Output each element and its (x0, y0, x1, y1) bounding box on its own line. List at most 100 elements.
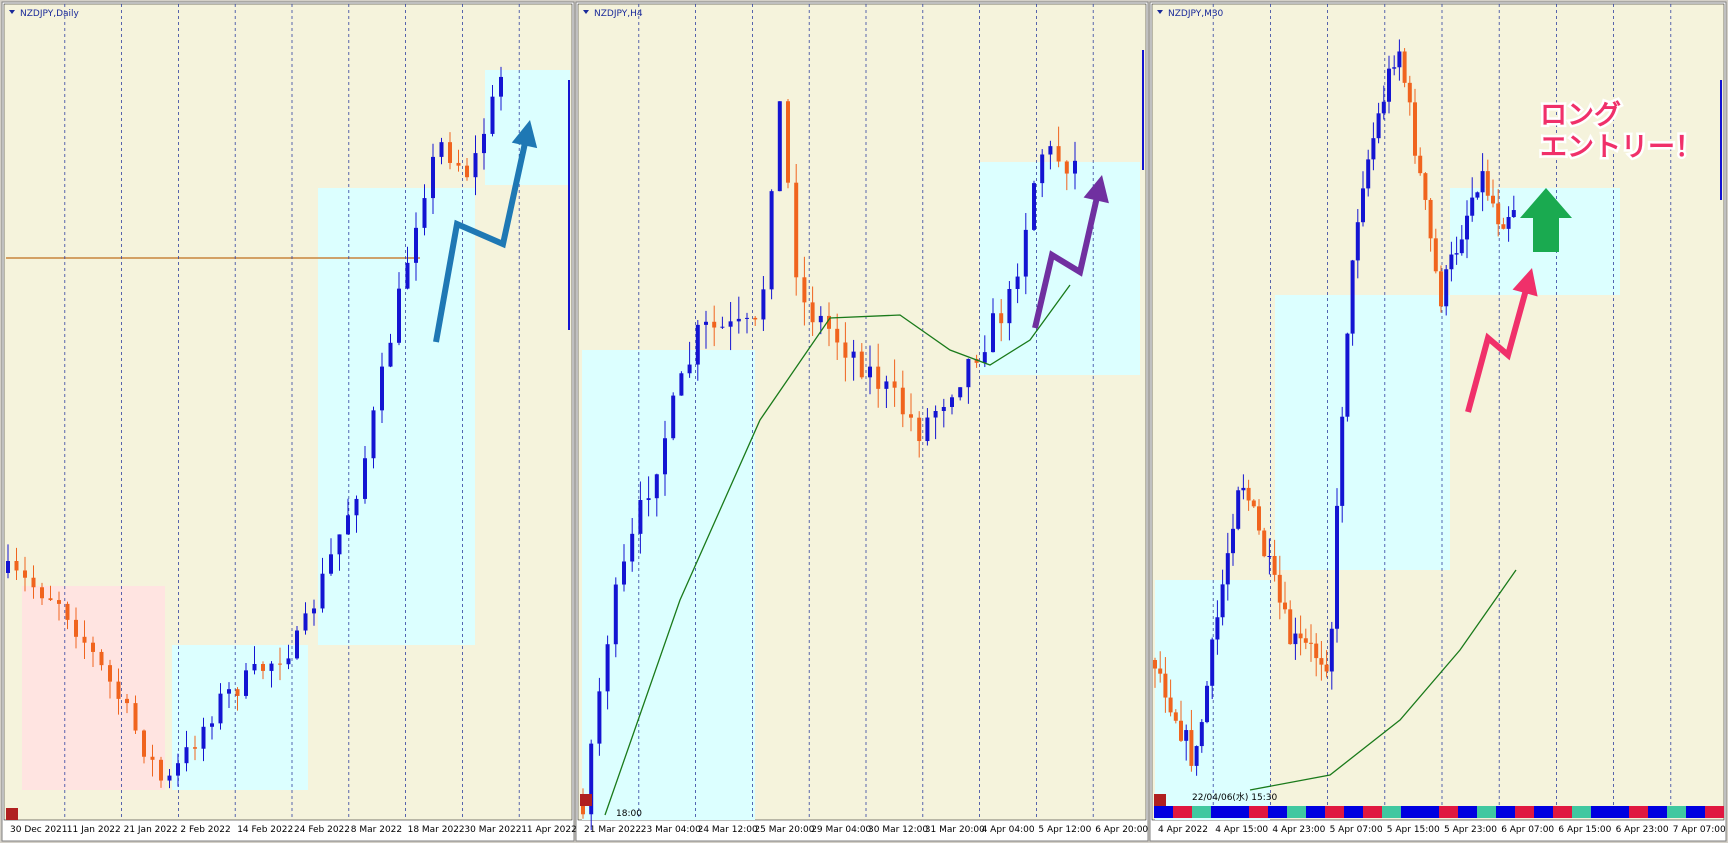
candle-body (235, 689, 240, 696)
candle-body (1288, 609, 1293, 645)
moving-average (604, 284, 1071, 816)
session-bar (1344, 806, 1363, 818)
time-label: 21 Mar 2022 (584, 825, 641, 835)
candle-body (1241, 487, 1246, 491)
candle-body (1303, 638, 1308, 643)
candle-body (933, 411, 938, 418)
time-label: 24 Feb 2022 (294, 825, 350, 835)
candle-body (499, 76, 503, 97)
candle-body (1402, 51, 1407, 83)
candle-body (736, 318, 741, 322)
time-label: 6 Apr 15:00 (1558, 825, 1611, 835)
candle-body (1298, 633, 1303, 639)
candle-body (1387, 68, 1391, 102)
candle-body (1210, 639, 1215, 686)
session-bar (1363, 806, 1382, 818)
candle-body (125, 698, 129, 704)
candle-body (687, 364, 692, 374)
annotation: エントリー！ (1540, 132, 1702, 163)
time-label: 14 Feb 2022 (237, 825, 293, 835)
candle-body (371, 410, 376, 459)
candle-body (1194, 746, 1199, 766)
arrow-head (1083, 175, 1109, 204)
time-label: 5 Apr 07:00 (1330, 825, 1383, 835)
candle-body (448, 142, 452, 163)
zone (172, 645, 308, 790)
session-bar (1515, 806, 1534, 818)
time-label: 30 Mar 12:00 (868, 825, 928, 835)
candle-body (1073, 160, 1077, 174)
candle-body (966, 358, 971, 388)
candle-body (884, 381, 889, 389)
candle-body (597, 691, 602, 744)
candle-body (210, 723, 214, 727)
time-note: 22/04/06(水) 15:30 (1192, 791, 1278, 803)
candle-body (1048, 146, 1053, 155)
candle-body (958, 387, 963, 398)
chart-title: NZDJPY,Daily (20, 9, 80, 19)
candle-body (1433, 238, 1438, 272)
candle-body (201, 726, 206, 749)
candle-body (1225, 553, 1230, 585)
zone (980, 162, 1140, 375)
candle-body (1381, 101, 1386, 114)
candle-body (613, 584, 618, 645)
candle-body (1428, 199, 1433, 239)
time-label: 24 Mar 12:00 (698, 825, 758, 835)
candle-body (605, 644, 610, 692)
candle-body (950, 397, 954, 407)
candle-body (133, 703, 138, 731)
candle-body (1215, 617, 1220, 640)
time-label: 30 Dec 2021 (10, 825, 68, 835)
candle-body (777, 101, 782, 192)
candle-body (320, 573, 325, 609)
title-marker (9, 10, 15, 14)
session-bar (1534, 806, 1553, 818)
trend-arrow (433, 133, 530, 343)
scroll-marker (1720, 80, 1722, 200)
candle-body (116, 681, 121, 699)
annotation: ロング (1540, 99, 1621, 131)
entry-arrow (1520, 188, 1572, 252)
candle-body (1153, 660, 1157, 669)
candle-body (909, 414, 913, 418)
candle-body (769, 191, 774, 290)
candle-body (835, 328, 840, 343)
candle-body (482, 133, 486, 154)
candle-body (286, 658, 291, 665)
candle-body (184, 747, 189, 764)
session-bar (1287, 806, 1306, 818)
time-label: 2 Feb 2022 (180, 825, 230, 835)
candle-body (794, 182, 799, 278)
candle-body (405, 262, 410, 289)
session-bar (1268, 806, 1287, 818)
candle-body (261, 663, 265, 671)
candle-body (859, 351, 864, 378)
candle-body (1283, 602, 1287, 610)
candle-body (431, 156, 435, 199)
candle-body (1293, 633, 1298, 645)
candle-body (329, 554, 333, 574)
candle-body (1179, 720, 1183, 741)
candle-body (1272, 556, 1277, 575)
candle-body (876, 366, 881, 389)
candle-body (1491, 195, 1495, 204)
candle-body (1231, 528, 1235, 554)
candle-body (1257, 506, 1261, 531)
candle-body (1184, 730, 1189, 741)
candle-body (753, 317, 758, 320)
zone (1275, 295, 1450, 570)
candle-body (900, 387, 905, 415)
candle-body (91, 642, 95, 652)
trend-arrow (1465, 280, 1532, 413)
candle-body (14, 561, 19, 571)
candle-body (1040, 154, 1045, 184)
title-marker (583, 10, 589, 14)
candle-body (65, 603, 70, 620)
session-bar (1572, 806, 1591, 818)
candle-body (354, 498, 359, 516)
time-label: 4 Apr 04:00 (982, 825, 1035, 835)
candle-body (1407, 82, 1412, 103)
session-bar (1629, 806, 1648, 818)
session-bar (1420, 806, 1439, 818)
